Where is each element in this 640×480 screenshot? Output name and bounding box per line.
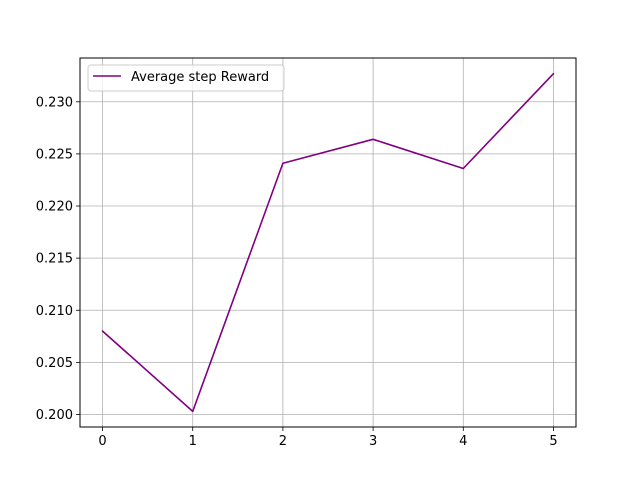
data-point — [372, 138, 374, 141]
series-line — [102, 73, 555, 413]
y-tick-label: 0.230 — [36, 95, 73, 110]
y-axis: 0.200 0.205 0.210 0.215 0.220 0.225 0.230 — [36, 95, 80, 423]
x-tick-label: 3 — [369, 434, 377, 449]
y-tick-label: 0.200 — [36, 408, 73, 423]
x-tick-label: 4 — [459, 434, 467, 449]
plot-frame — [79, 57, 577, 428]
data-point — [101, 330, 104, 332]
x-axis: 0 1 2 3 4 5 — [98, 427, 558, 449]
grid-lines — [80, 58, 576, 427]
x-tick-label: 0 — [98, 434, 106, 449]
x-tick-label: 1 — [189, 434, 197, 449]
data-point — [191, 410, 194, 413]
y-tick-label: 0.205 — [36, 356, 73, 371]
x-tick-label: 5 — [549, 434, 557, 449]
y-tick-label: 0.215 — [36, 252, 73, 267]
legend: Average step Reward — [87, 64, 285, 92]
data-point — [552, 72, 555, 75]
series-layer — [101, 72, 555, 413]
legend-label: Average step Reward — [131, 70, 269, 85]
y-tick-label: 0.225 — [36, 147, 73, 162]
data-point — [282, 162, 284, 165]
legend-box — [87, 64, 285, 92]
x-tick-label: 2 — [279, 434, 287, 449]
y-tick-label: 0.220 — [36, 200, 73, 215]
data-point — [462, 167, 465, 170]
y-tick-label: 0.210 — [36, 304, 73, 319]
